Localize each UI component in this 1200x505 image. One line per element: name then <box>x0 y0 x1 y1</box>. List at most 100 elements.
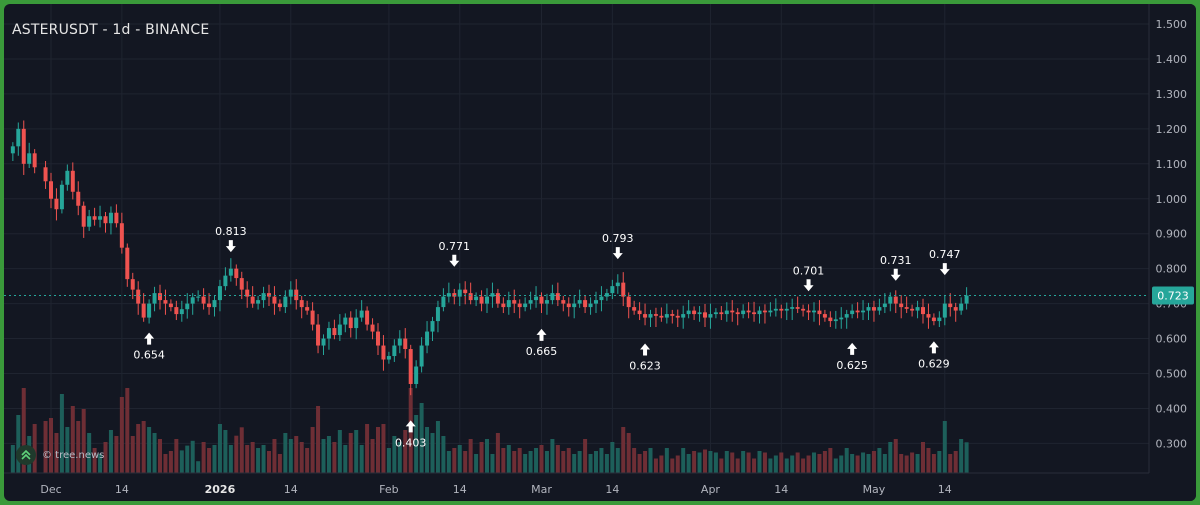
candle-body <box>147 303 152 318</box>
low-annotation-label: 0.403 <box>395 436 427 449</box>
candle-body <box>670 314 675 316</box>
grid <box>4 4 1149 473</box>
volume-bar <box>539 445 544 473</box>
volume-bar <box>386 448 391 473</box>
candle-body <box>643 314 648 318</box>
candle-body <box>637 310 642 315</box>
candle-body <box>534 296 539 301</box>
candle-body <box>21 128 26 164</box>
low-annotation-label: 0.654 <box>133 349 165 362</box>
y-tick-label: 1.200 <box>1156 123 1188 136</box>
volume-bar <box>21 388 26 473</box>
candle-body <box>730 310 735 313</box>
candle-body <box>43 167 48 182</box>
volume-bar <box>316 406 321 473</box>
candle-body <box>174 307 179 315</box>
candlesticks <box>10 120 969 396</box>
arrow-down-icon <box>939 263 950 276</box>
candle-body <box>316 324 321 346</box>
volume-bar <box>675 455 680 473</box>
volume-bar <box>959 439 964 473</box>
volume-bar <box>741 451 746 473</box>
candle-body <box>561 300 566 304</box>
x-axis[interactable]: Dec 14 2026 14 Feb 14 Mar 14 Apr 14 May 14 <box>4 472 1149 496</box>
volume-bar <box>752 458 757 473</box>
candle-body <box>817 310 822 315</box>
candle-body <box>136 289 141 304</box>
y-tick-label: 0.500 <box>1156 368 1188 381</box>
candle-body <box>648 314 653 318</box>
volume-bar <box>446 451 451 473</box>
volume-bar <box>926 448 931 473</box>
volume-bar <box>904 455 909 473</box>
candle-body <box>844 314 849 318</box>
volume-bar <box>212 445 217 473</box>
volume-bar <box>179 450 184 473</box>
volume-bar <box>65 427 70 473</box>
volume-bar <box>147 427 152 473</box>
y-tick-label: 1.300 <box>1156 88 1188 101</box>
volume-bar <box>452 448 457 473</box>
volume-bar <box>708 451 713 473</box>
candle-body <box>773 308 778 311</box>
candle-body <box>893 296 898 304</box>
candle-body <box>850 310 855 315</box>
arrow-up-icon <box>405 420 416 433</box>
volume-bar <box>370 439 375 473</box>
candle-body <box>152 293 157 304</box>
candle-body <box>337 324 342 336</box>
candle-body <box>207 303 212 308</box>
y-axis[interactable]: 1.500 1.400 1.300 1.200 1.100 1.000 0.900 0.800… <box>1148 4 1196 501</box>
volume-bar <box>70 406 75 473</box>
x-tick-label: 14 <box>605 483 619 496</box>
volume-bar <box>125 388 130 473</box>
candle-body <box>942 303 947 318</box>
volume-bar <box>659 455 664 473</box>
candle-body <box>822 314 827 318</box>
volume-bar <box>234 435 239 473</box>
arrow-up-icon <box>847 342 858 355</box>
volume-bar <box>583 439 588 473</box>
candle-body <box>964 295 969 304</box>
candle-body <box>621 282 626 297</box>
volume-bar <box>910 452 915 473</box>
candle-body <box>403 338 408 350</box>
candle-body <box>921 307 925 315</box>
low-annotation-label: 0.665 <box>526 345 558 358</box>
volume-bar <box>931 454 936 473</box>
volume-bar <box>92 448 97 473</box>
candle-body <box>108 212 113 224</box>
candle-body <box>855 310 860 313</box>
volume-bar <box>953 451 958 473</box>
candle-body <box>343 317 348 325</box>
candle-body <box>713 312 718 315</box>
volume-bar <box>294 436 299 473</box>
volume-bar <box>16 415 21 473</box>
volume-bar <box>626 433 631 473</box>
volume-bar <box>844 448 849 473</box>
volume-bar <box>501 448 506 473</box>
volume-bar <box>550 439 555 473</box>
volume-bar <box>354 430 359 473</box>
x-tick-label: 14 <box>453 483 467 496</box>
volume-bar <box>32 424 37 473</box>
candle-body <box>523 303 528 308</box>
candle-body <box>517 303 522 308</box>
arrow-up-icon <box>928 341 939 354</box>
volume-bar <box>114 436 119 473</box>
candle-body <box>959 303 964 311</box>
volume-bar <box>485 439 489 473</box>
candle-body <box>370 324 375 332</box>
volume-bar <box>272 439 277 473</box>
candle-body <box>54 198 59 210</box>
arrow-down-icon <box>449 254 460 267</box>
candle-body <box>610 286 615 294</box>
price-chart[interactable]: 0.654 0.813 0.403 0.771 0.665 0.793 0.623 0.701… <box>4 4 1196 501</box>
candle-body <box>10 146 15 154</box>
candle-body <box>615 282 620 287</box>
chart-panel[interactable]: 0.654 0.813 0.403 0.771 0.665 0.793 0.623 0.701… <box>4 4 1196 501</box>
candle-body <box>485 296 489 304</box>
volume-bar <box>136 424 141 473</box>
candle-body <box>550 293 555 301</box>
volume-bar <box>359 445 364 473</box>
